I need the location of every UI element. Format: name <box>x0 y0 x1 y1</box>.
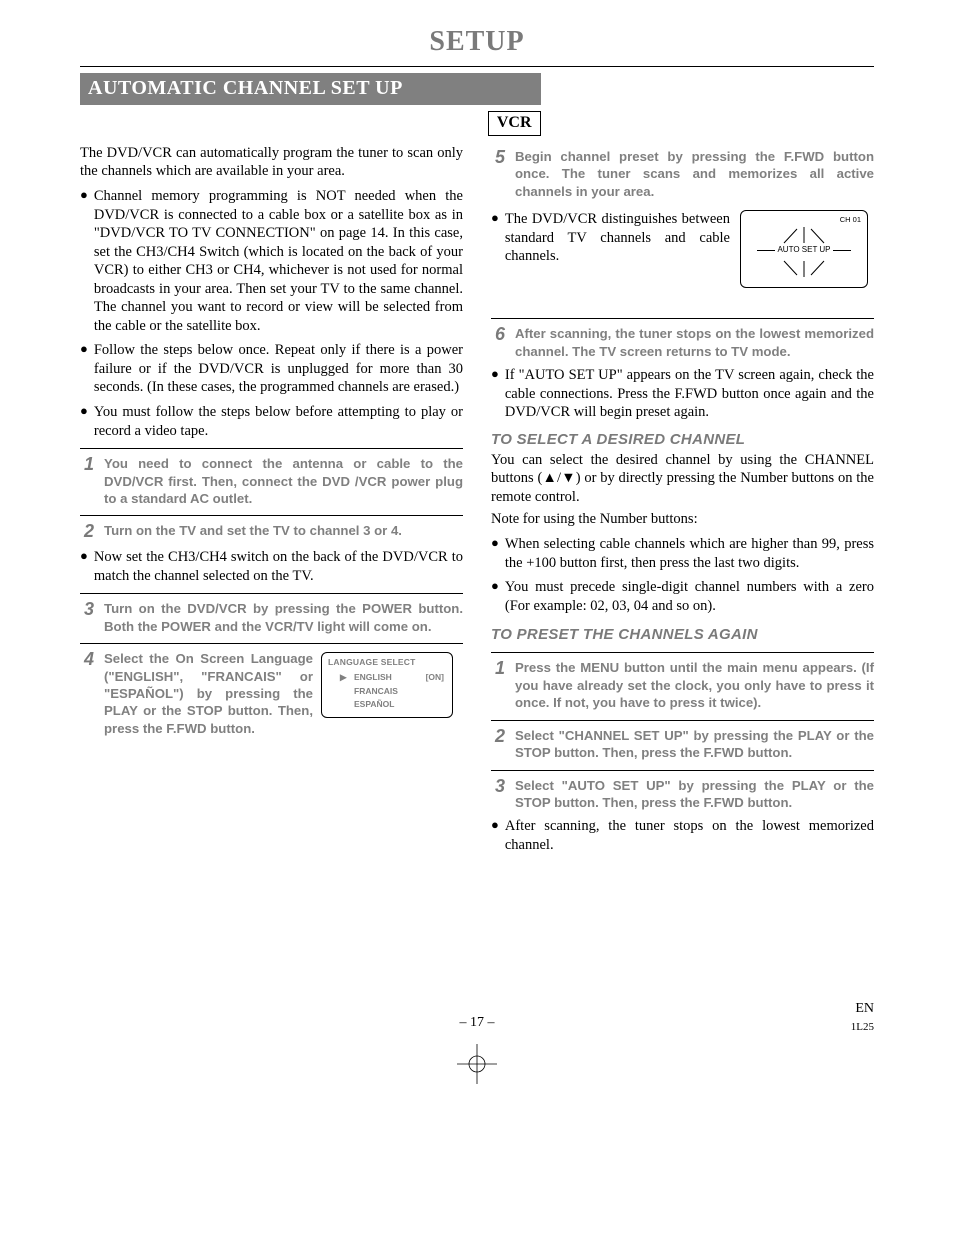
bullet-dot: ● <box>491 578 499 615</box>
scan-arrows-bottom-icon <box>769 257 839 279</box>
language-label: FRANCAIS <box>354 686 398 697</box>
step-text: After scanning, the tuner stops on the l… <box>515 325 874 360</box>
step-number: 5 <box>491 148 505 200</box>
step-number: 2 <box>491 727 505 762</box>
step-divider <box>491 318 874 319</box>
page-title: SETUP <box>80 24 874 60</box>
right-column: 5 Begin channel preset by pressing the F… <box>491 142 874 855</box>
step-divider <box>491 652 874 653</box>
select-channel-heading: TO SELECT A DESIRED CHANNEL <box>491 430 874 449</box>
footer-code: 1L25 <box>851 1021 874 1033</box>
vcr-badge-wrap: VCR <box>80 111 541 135</box>
step-number: 4 <box>80 650 94 737</box>
step-text: Turn on the TV and set the TV to channel… <box>104 522 463 542</box>
bullet-dot: ● <box>491 366 499 422</box>
language-label: ENGLISH <box>354 672 392 683</box>
bullet-dot: ● <box>80 403 88 440</box>
left-column: The DVD/VCR can automatically program th… <box>80 142 463 855</box>
step-5: 5 Begin channel preset by pressing the F… <box>491 148 874 200</box>
step-number: 6 <box>491 325 505 360</box>
language-state: [ON] <box>426 672 446 683</box>
play-icon: ▶ <box>340 672 350 683</box>
step-text: Select "AUTO SET UP" by pressing the PLA… <box>515 777 874 812</box>
step-2: 2 Turn on the TV and set the TV to chann… <box>80 522 463 542</box>
content-columns: The DVD/VCR can automatically program th… <box>80 142 874 855</box>
preset-step-1: 1 Press the MENU button until the main m… <box>491 659 874 711</box>
bullet-text: Now set the CH3/CH4 switch on the back o… <box>94 548 463 585</box>
auto-setup-label: AUTO SET UP <box>741 245 867 255</box>
step-text: Select "CHANNEL SET UP" by pressing the … <box>515 727 874 762</box>
step-number: 2 <box>80 522 94 542</box>
step-4: 4 LANGUAGE SELECT ▶ ENGLISH [ON] FRANCAI… <box>80 650 463 737</box>
bullet-text: Follow the steps below once. Repeat only… <box>94 341 463 397</box>
bullet-text: You must precede single-digit channel nu… <box>505 578 874 615</box>
bullet-dot: ● <box>491 817 499 854</box>
step-number: 3 <box>80 600 94 635</box>
language-option: ▶ ENGLISH [ON] <box>328 671 446 684</box>
after-step5-text: The DVD/VCR distinguishes between standa… <box>505 211 730 264</box>
step-text: LANGUAGE SELECT ▶ ENGLISH [ON] FRANCAIS … <box>104 650 453 737</box>
auto-setup-box: CH 01 AUTO SET UP <box>740 210 868 288</box>
footer-right: EN 1L25 <box>851 1000 874 1036</box>
step-text: Begin channel preset by pressing the F.F… <box>515 148 874 200</box>
bullet-text: You must follow the steps below before a… <box>94 403 463 440</box>
bullet-dot: ● <box>80 187 88 335</box>
bullet-dot: ● <box>80 341 88 397</box>
title-rule <box>80 66 874 67</box>
bullet-dot: ● <box>491 535 499 572</box>
bullet-text: If "AUTO SET UP" appears on the TV scree… <box>505 366 874 422</box>
step-divider <box>80 448 463 449</box>
step-4-text: Select the On Screen Language ("ENGLISH"… <box>104 651 313 736</box>
bullet-dot: ● <box>491 210 499 288</box>
step-6: 6 After scanning, the tuner stops on the… <box>491 325 874 360</box>
step-divider <box>491 720 874 721</box>
step-number: 1 <box>80 455 94 507</box>
step-text: You need to connect the antenna or cable… <box>104 455 463 507</box>
bullet-dot: ● <box>80 548 88 585</box>
language-select-box: LANGUAGE SELECT ▶ ENGLISH [ON] FRANCAIS … <box>321 652 453 718</box>
language-label: ESPAÑOL <box>354 699 394 710</box>
step-number: 3 <box>491 777 505 812</box>
step-divider <box>80 643 463 644</box>
bullet-text: CH 01 AUTO SET UP The DVD/V <box>505 210 868 288</box>
preset-step-2: 2 Select "CHANNEL SET UP" by pressing th… <box>491 727 874 762</box>
preset-step-3: 3 Select "AUTO SET UP" by pressing the P… <box>491 777 874 812</box>
footer-lang: EN <box>855 1001 874 1016</box>
step-1: 1 You need to connect the antenna or cab… <box>80 455 463 507</box>
step-divider <box>80 515 463 516</box>
step-divider <box>491 770 874 771</box>
section-bar: AUTOMATIC CHANNEL SET UP <box>80 73 541 106</box>
bullet-text: After scanning, the tuner stops on the l… <box>505 817 874 854</box>
step-text: Turn on the DVD/VCR by pressing the POWE… <box>104 600 463 635</box>
language-option: FRANCAIS <box>328 685 446 698</box>
step-text: Press the MENU button until the main men… <box>515 659 874 711</box>
page-number: – 17 – <box>80 1014 874 1032</box>
language-option: ESPAÑOL <box>328 698 446 711</box>
note-intro: Note for using the Number buttons: <box>491 510 874 529</box>
select-channel-paragraph: You can select the desired channel by us… <box>491 451 874 507</box>
scan-arrows-top-icon <box>769 225 839 247</box>
step-3: 3 Turn on the DVD/VCR by pressing the PO… <box>80 600 463 635</box>
step-number: 1 <box>491 659 505 711</box>
bullet-text: Channel memory programming is NOT needed… <box>94 187 463 335</box>
vcr-badge: VCR <box>488 111 541 135</box>
channel-indicator: CH 01 <box>840 215 861 225</box>
preset-heading: TO PRESET THE CHANNELS AGAIN <box>491 625 874 644</box>
bullet-text: When selecting cable channels which are … <box>505 535 874 572</box>
intro-paragraph: The DVD/VCR can automatically program th… <box>80 144 463 181</box>
step-divider <box>80 593 463 594</box>
language-select-title: LANGUAGE SELECT <box>328 657 446 668</box>
crop-mark-icon <box>80 1044 874 1090</box>
